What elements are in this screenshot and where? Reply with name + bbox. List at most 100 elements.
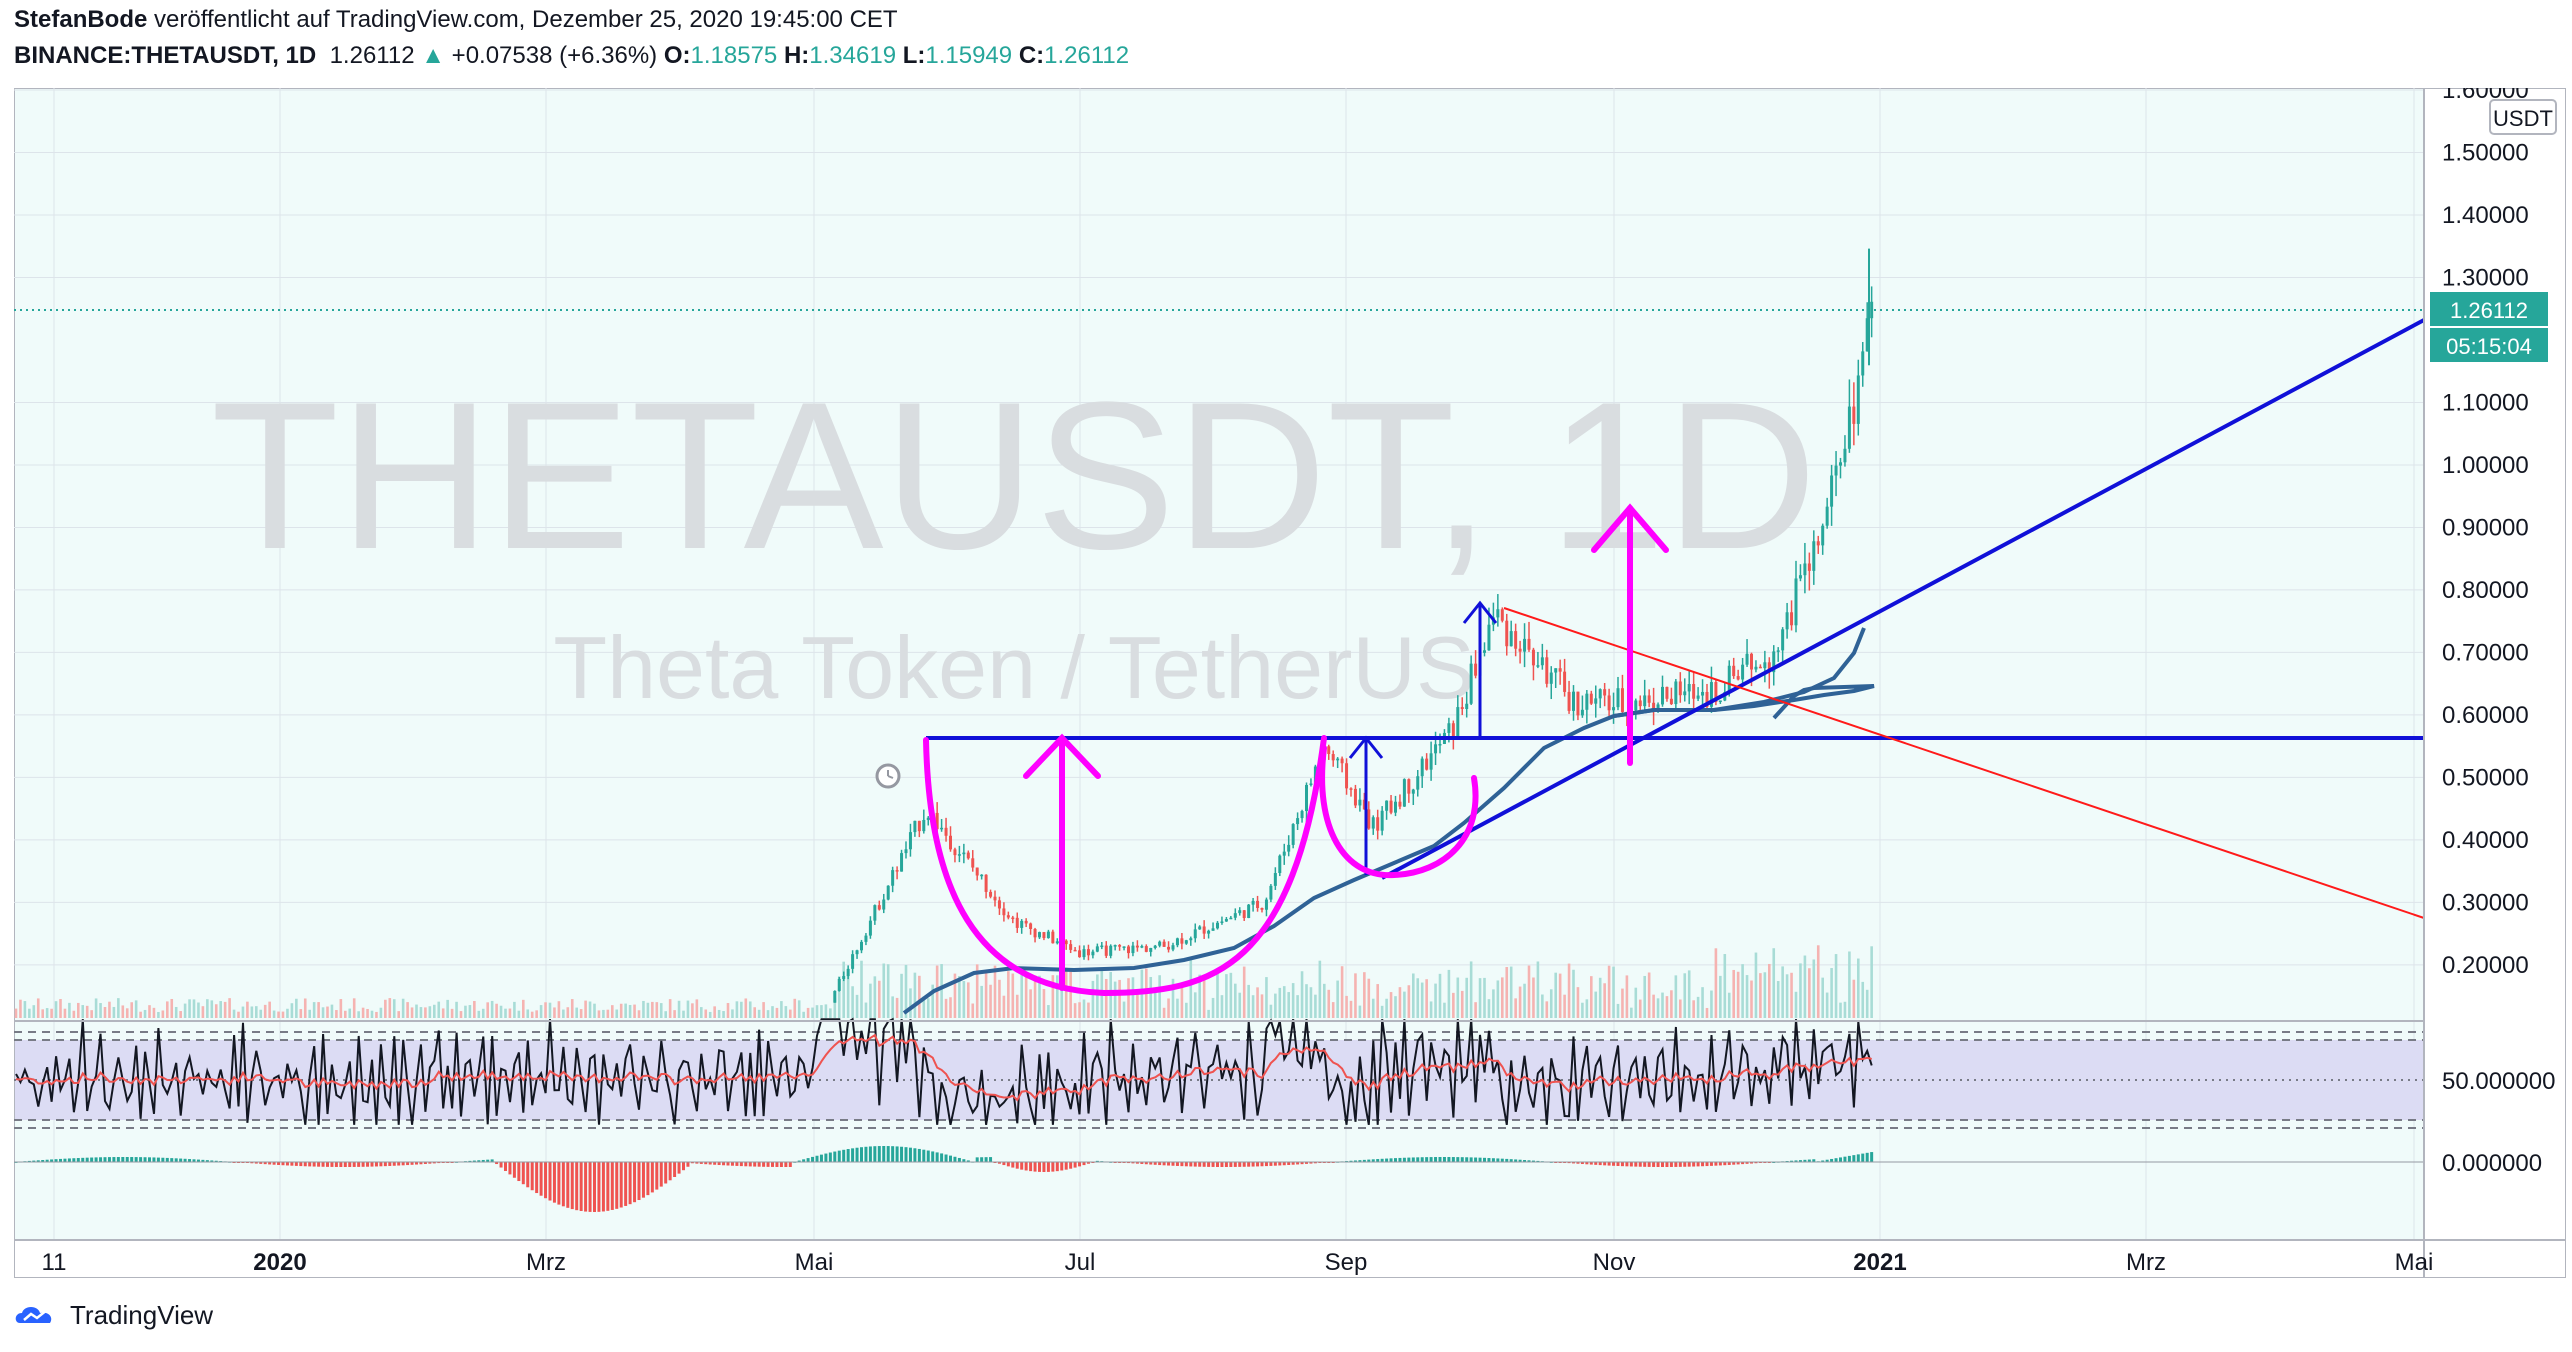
macd-histogram-bar: [682, 1162, 685, 1171]
volume-bar: [424, 1007, 427, 1018]
macd-histogram-bar: [277, 1162, 281, 1165]
candle-body: [1309, 783, 1313, 785]
candle-body: [1171, 945, 1175, 950]
candle-body: [1024, 920, 1028, 924]
macd-histogram-bar: [917, 1148, 921, 1162]
candle-body: [1830, 475, 1834, 507]
macd-histogram-bar: [1198, 1162, 1202, 1167]
volume-bar: [891, 996, 894, 1018]
volume-bar: [1256, 987, 1259, 1018]
publish-info: StefanBode veröffentlicht auf TradingVie…: [14, 6, 898, 34]
candle-body: [980, 874, 984, 877]
author-name[interactable]: StefanBode: [14, 6, 148, 33]
candle-body: [886, 885, 890, 900]
macd-histogram-bar: [1015, 1162, 1019, 1169]
macd-histogram-bar: [686, 1162, 690, 1167]
macd-histogram-bar: [744, 1162, 748, 1167]
candle-body: [873, 905, 877, 921]
volume-bar: [419, 1007, 423, 1018]
time-tick-label: Mrz: [2126, 1249, 2166, 1276]
volume-bar: [1056, 975, 1059, 1018]
volume-bar: [1496, 980, 1500, 1018]
volume-bar: [428, 1006, 432, 1018]
volume-bar: [1509, 966, 1513, 1018]
macd-histogram-bar: [472, 1160, 476, 1162]
volume-bar: [41, 1009, 44, 1018]
candle-body: [1002, 908, 1006, 916]
volume-bar: [842, 961, 845, 1018]
volume-bar: [1153, 991, 1157, 1018]
macd-histogram-bar: [1095, 1160, 1099, 1162]
macd-histogram-bar: [121, 1157, 125, 1162]
volume-bar: [998, 979, 1001, 1018]
candle-body: [837, 978, 841, 991]
macd-histogram-bar: [1669, 1162, 1673, 1167]
candle-body: [1616, 688, 1620, 708]
macd-histogram-bar: [561, 1162, 565, 1207]
macd-histogram-bar: [1727, 1162, 1731, 1165]
macd-histogram-bar: [116, 1157, 120, 1162]
macd-histogram-bar: [1718, 1162, 1722, 1166]
candle-body: [1180, 938, 1184, 944]
macd-histogram-bar: [739, 1162, 743, 1167]
macd-histogram-bar: [1055, 1162, 1059, 1172]
volume-bar: [989, 984, 992, 1018]
volume-bar: [570, 999, 574, 1018]
macd-histogram-bar: [1523, 1159, 1527, 1162]
macd-histogram-bar: [156, 1157, 160, 1162]
candle-body: [1687, 684, 1691, 692]
volume-bar: [748, 1001, 752, 1018]
macd-histogram-bar: [811, 1156, 815, 1162]
volume-bar: [1799, 963, 1802, 1018]
macd-histogram-bar: [1442, 1157, 1446, 1162]
macd-histogram-bar: [1011, 1162, 1015, 1168]
volume-bar: [388, 998, 392, 1018]
currency-button[interactable]: [2489, 99, 2557, 135]
volume-bar: [103, 1006, 107, 1018]
time-tick-label: 2020: [253, 1249, 306, 1276]
macd-histogram-bar: [1264, 1162, 1268, 1167]
volume-bar: [1193, 992, 1197, 1018]
chart-container[interactable]: THETAUSDT, 1D Theta Token / TetherUS: [13, 77, 2567, 1279]
macd-histogram-bar: [588, 1162, 592, 1212]
candle-body: [1407, 779, 1411, 794]
candle-body: [1758, 666, 1762, 669]
macd-histogram-bar: [192, 1159, 196, 1162]
volume-bar: [1407, 985, 1411, 1018]
volume-bar: [223, 1001, 227, 1018]
macd-histogram-bar: [1064, 1162, 1068, 1170]
macd-histogram-bar: [1029, 1162, 1033, 1172]
macd-histogram-bar: [1870, 1152, 1874, 1162]
chart-svg[interactable]: THETAUSDT, 1D Theta Token / TetherUS: [13, 77, 2567, 1279]
alarm-clock-icon[interactable]: [875, 763, 901, 789]
volume-bar: [1323, 983, 1326, 1018]
symbol-label[interactable]: BINANCE:THETAUSDT, 1D: [14, 42, 317, 69]
volume-bar: [415, 1004, 418, 1018]
volume-bar: [317, 1002, 320, 1018]
volume-bar: [1857, 958, 1860, 1018]
footer: TradingView: [14, 1300, 213, 1331]
macd-histogram-bar: [1634, 1162, 1638, 1167]
volume-bar: [1852, 979, 1856, 1018]
macd-histogram-bar: [1189, 1162, 1193, 1167]
macd-histogram-bar: [90, 1157, 94, 1162]
candle-body: [1531, 649, 1535, 666]
macd-histogram-bar: [1692, 1162, 1696, 1167]
volume-bar: [1518, 986, 1522, 1018]
candle-body: [1131, 945, 1135, 954]
macd-histogram-bar: [85, 1157, 89, 1162]
volume-bar: [344, 1010, 347, 1018]
volume-bar: [277, 1011, 280, 1018]
volume-bar: [1701, 987, 1704, 1018]
macd-histogram-bar: [308, 1162, 312, 1167]
volume-bar: [1087, 1002, 1090, 1018]
tradingview-brand[interactable]: TradingView: [70, 1300, 214, 1330]
macd-histogram-bar: [1193, 1162, 1197, 1167]
candle-body: [1064, 940, 1068, 945]
volume-bar: [1487, 999, 1491, 1018]
volume-bar: [228, 998, 231, 1018]
candle-body: [1669, 698, 1673, 705]
macd-histogram-bar: [530, 1162, 534, 1191]
volume-bar: [499, 1005, 503, 1018]
tradingview-logo-icon[interactable]: [14, 1303, 60, 1329]
